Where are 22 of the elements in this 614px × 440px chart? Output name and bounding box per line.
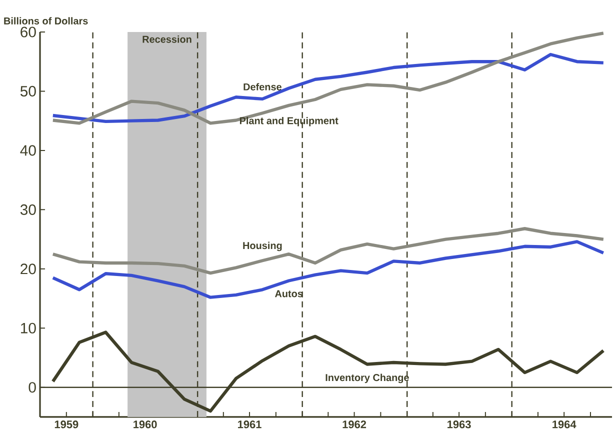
y-tick-label: 60 — [20, 26, 36, 38]
y-tick-label: 10 — [21, 322, 36, 334]
series-label: Plant and Equipment — [240, 116, 338, 126]
band-label: Recession — [142, 36, 192, 43]
y-tick-label: 50 — [20, 86, 36, 96]
y-tick-label: 30 — [20, 204, 36, 215]
line-series — [51, 32, 605, 125]
series-label: Defense — [244, 83, 282, 90]
x-tick-label: 1961 — [238, 420, 262, 428]
series-label: Autos — [274, 290, 303, 298]
y-axis-title: Billions of Dollars — [4, 17, 88, 24]
line-series — [51, 227, 605, 275]
y-tick-label: 40 — [20, 145, 36, 156]
series-label: Inventory Change — [326, 374, 409, 384]
x-tick-label: 1963 — [448, 420, 471, 428]
series-label: Housing — [243, 242, 282, 252]
x-tick-label: 1960 — [134, 420, 157, 428]
x-tick-label: 1964 — [552, 420, 576, 428]
x-tick-label: 1962 — [342, 420, 366, 428]
y-tick-label: 0 — [28, 382, 36, 393]
x-tick-label: 1959 — [54, 420, 78, 428]
y-tick-label: 20 — [20, 264, 36, 274]
